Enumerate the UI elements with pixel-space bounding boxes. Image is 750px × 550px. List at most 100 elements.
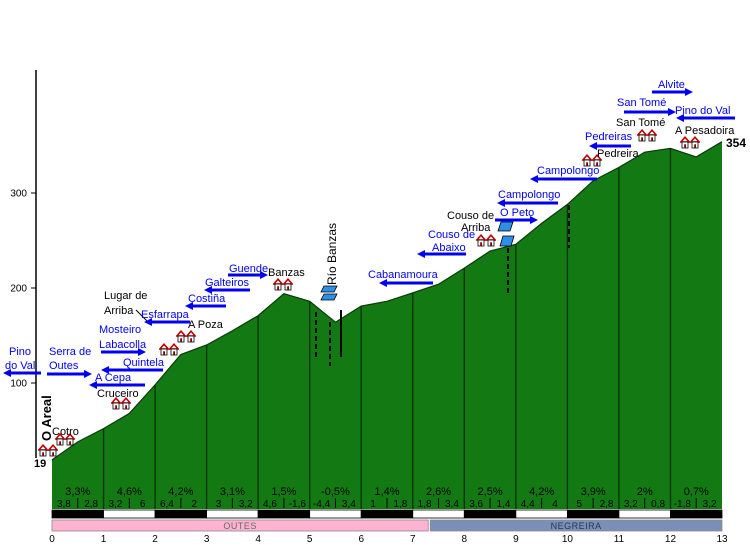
segment-half-grade-label: 5 <box>576 499 582 510</box>
right-arrow-icon <box>624 108 676 116</box>
terrain-profile <box>51 141 723 509</box>
nearby-label-pedreiras: Pedreiras <box>585 131 633 143</box>
x-tick-label: 3 <box>204 534 210 545</box>
direction-arrows <box>3 88 735 389</box>
house-icon <box>273 278 293 291</box>
segment-half-grade-label: -1,8 <box>674 499 692 510</box>
place-label-pedreira: Pedreira <box>597 148 639 160</box>
left-arrow-icon <box>497 199 558 207</box>
nearby-label-esfarrapa: Esfarrapa <box>141 309 190 321</box>
km-scale-block <box>206 509 259 519</box>
segment-half-grade-label: 0,8 <box>651 499 665 510</box>
river-label-rio-banzas: Río Banzas <box>325 223 339 285</box>
km-scale-block <box>360 509 414 519</box>
end-elevation-label: 354 <box>726 136 746 150</box>
segment-grade-label: 2,5% <box>478 486 503 498</box>
river-icon <box>320 285 338 301</box>
gradient-labels: 3,3%3,8 2,84,6%3,2 64,2%6,4 23,1%3 3,21,5%4,… <box>57 486 717 510</box>
segment-half-grade-label: 3,4 <box>445 499 459 510</box>
nearby-label-san-tome: San Tomé <box>617 97 666 109</box>
right-arrow-icon <box>495 216 538 224</box>
left-arrow-icon <box>589 142 631 150</box>
segment-grade-label: 3,1% <box>220 486 245 498</box>
km-scale-block <box>566 509 620 519</box>
nearby-label-alvite: Alvite <box>658 79 685 91</box>
nearby-label-serra-de-outes: Outes <box>49 360 79 372</box>
place-label-cotro: Cotro <box>52 426 79 438</box>
x-tick-label: 10 <box>562 534 574 545</box>
segment-grade-label: 3,9% <box>581 486 606 498</box>
segment-grade-label: 2% <box>637 486 653 498</box>
river-icon <box>497 221 515 247</box>
segment-half-grade-label: -1,6 <box>289 499 307 510</box>
segment-half-grade-label: 1,4 <box>497 499 511 510</box>
km-scale-block <box>51 509 104 519</box>
x-tick-label: 2 <box>152 534 158 545</box>
place-label-cruceiro: Cruceiro <box>97 388 139 400</box>
nearby-label-couso-de-abaixo: Couso de <box>428 229 475 241</box>
segment-half-grade-label: 1 <box>370 499 376 510</box>
km-gridlines <box>102 148 672 509</box>
segment-half-grade-label: 6 <box>140 499 146 510</box>
km-scale-block <box>618 509 671 519</box>
place-label-san-tome: San Tomé <box>616 117 665 129</box>
km-scale-block <box>154 509 208 519</box>
y-axis: 100 200 300 <box>10 70 37 458</box>
route-place-labels: O Areal Cotro Cruceiro Lugar de Arriba A… <box>34 117 746 470</box>
segment-half-grade-label: 1,8 <box>393 499 407 510</box>
x-tick-label: 8 <box>462 534 468 545</box>
segment-grade-label: 0,7% <box>684 486 709 498</box>
left-arrow-icon <box>204 286 250 294</box>
km-scale-block <box>463 509 517 519</box>
municipality-bands: OUTES NEGREIRA <box>51 509 723 532</box>
x-tick-label: 5 <box>307 534 313 545</box>
elevation-area <box>52 141 722 509</box>
x-tick-label: 0 <box>49 534 55 545</box>
place-label-couso-de-arriba: Couso de <box>447 210 494 222</box>
segment-half-grade-label: 6,4 <box>160 499 174 510</box>
km-scale-block <box>515 509 568 519</box>
x-tick-label: 13 <box>716 534 728 545</box>
right-arrow-icon <box>47 370 92 378</box>
municipality-band-label: OUTES <box>223 521 257 531</box>
right-arrow-icon <box>228 271 268 279</box>
left-arrow-icon <box>417 250 466 258</box>
segment-grade-label: 3,3% <box>65 486 90 498</box>
segment-grade-label: 2,6% <box>426 486 451 498</box>
segment-half-grade-label: 2 <box>191 499 197 510</box>
x-tick-label: 7 <box>410 534 416 545</box>
house-icon <box>637 129 657 142</box>
left-arrow-icon <box>89 381 145 389</box>
nearby-place-labels: Pino do Val Serra de Outes A Cepa Quinte… <box>5 79 730 384</box>
segment-half-grade-label: 3 <box>216 499 222 510</box>
nearby-label-pino-do-val: do Val <box>5 360 35 372</box>
x-tick-label: 12 <box>665 534 677 545</box>
nearby-label-mosteiro-labacolla: Mosteiro <box>99 324 141 336</box>
segment-grade-label: 4,2% <box>168 486 193 498</box>
nearby-label-serra-de-outes: Serra de <box>49 346 91 358</box>
segment-grade-label: 4,2% <box>529 486 554 498</box>
segment-half-grade-label: 1,8 <box>418 499 432 510</box>
segment-half-grade-label: 2,8 <box>600 499 614 510</box>
elevation-profile-line <box>51 141 723 461</box>
right-arrow-icon <box>652 88 693 96</box>
nearby-label-mosteiro-labacolla: Labacolla <box>99 339 147 351</box>
segment-half-grade-label: 3,2 <box>108 499 122 510</box>
km-scale-block <box>309 509 362 519</box>
nearby-label-o-peto: O Peto <box>500 207 534 219</box>
segment-half-grade-label: 4,4 <box>521 499 535 510</box>
place-label-couso-de-arriba: Arriba <box>461 222 491 234</box>
place-label-a-poza: A Poza <box>188 319 224 331</box>
x-axis-km-labels: 0 1 2 3 4 5 6 7 8 9 10 11 12 13 <box>49 534 728 545</box>
segment-grade-label: 1,5% <box>271 486 296 498</box>
left-arrow-icon <box>676 114 735 122</box>
left-arrow-icon <box>101 366 163 374</box>
km-scale-block <box>257 509 311 519</box>
left-arrow-icon <box>144 318 190 326</box>
start-elevation-label: 19 <box>34 458 46 470</box>
x-tick-label: 11 <box>614 534 625 545</box>
municipality-band-label: NEGREIRA <box>551 521 602 531</box>
house-icon <box>476 234 496 247</box>
left-arrow-icon <box>379 279 433 287</box>
nearby-label-pino-do-val: Pino do Val <box>675 105 730 117</box>
